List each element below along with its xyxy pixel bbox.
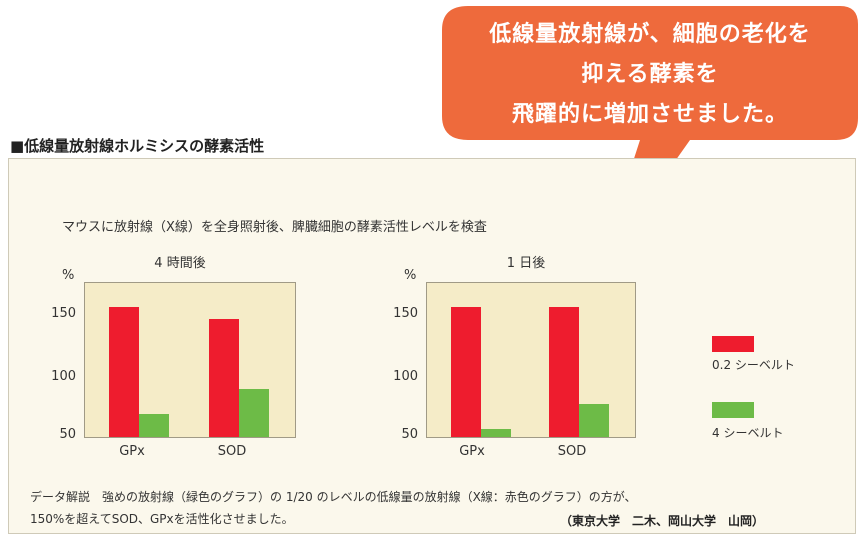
chart-1-bar-sod-series-1 (208, 319, 239, 437)
chart-2-xtick-sod: SOD (557, 444, 587, 459)
chart-2-xtick-gpx: GPx (459, 444, 485, 459)
section-title: ■低線量放射線ホルミシスの酵素活性 (10, 137, 265, 155)
chart-2-bar-gpx-series-1 (450, 306, 481, 437)
chart-2-ytick-150: 150 (393, 306, 418, 321)
chart-1-xtick-sod: SOD (217, 444, 247, 459)
legend-swatch-low-dose (712, 336, 754, 352)
chart-2-unit: % (404, 268, 417, 283)
data-note-line-2: 150%を超えてSOD、GPxを活性化させました。 (30, 512, 294, 526)
data-credit: （東京大学 二木、岡山大学 山岡） (560, 514, 765, 528)
callout-line-2: 抑える酵素を (581, 62, 719, 87)
legend-swatch-high-dose (712, 402, 754, 418)
callout-line-1: 低線量放射線が、細胞の老化を (489, 22, 811, 47)
chart-2-ytick-100: 100 (393, 369, 418, 384)
chart-2-bar-gpx-series-2 (480, 429, 511, 437)
chart-2-title: 1 日後 (506, 256, 546, 271)
chart-subtitle: マウスに放射線（X線）を全身照射後、脾臓細胞の酵素活性レベルを検査 (62, 220, 487, 235)
legend-label-low-dose: 0.2 シーベルト (712, 358, 795, 372)
chart-1-bar-gpx-series-1 (109, 306, 140, 437)
chart-1-unit: % (62, 268, 75, 283)
chart-1-title: 4 時間後 (154, 256, 206, 271)
callout-line-3: 飛躍的に増加させました。 (511, 102, 788, 127)
chart-2-bar-sod-series-2 (579, 404, 610, 437)
chart-2-ytick-50: 50 (401, 427, 418, 442)
chart-1-ytick-150: 150 (51, 306, 76, 321)
chart-2-bar-sod-series-1 (549, 306, 580, 437)
chart-1-ytick-100: 100 (51, 369, 76, 384)
chart-1-bar-sod-series-2 (238, 389, 269, 437)
chart-1-bar-gpx-series-2 (139, 414, 170, 437)
chart-1-ytick-50: 50 (59, 427, 76, 442)
legend-label-high-dose: 4 シーベルト (712, 426, 784, 440)
data-note-line-1: データ解説 強めの放射線（緑色のグラフ）の 1/20 のレベルの低線量の放射線（… (30, 490, 637, 504)
chart-1-xtick-gpx: GPx (119, 444, 145, 459)
